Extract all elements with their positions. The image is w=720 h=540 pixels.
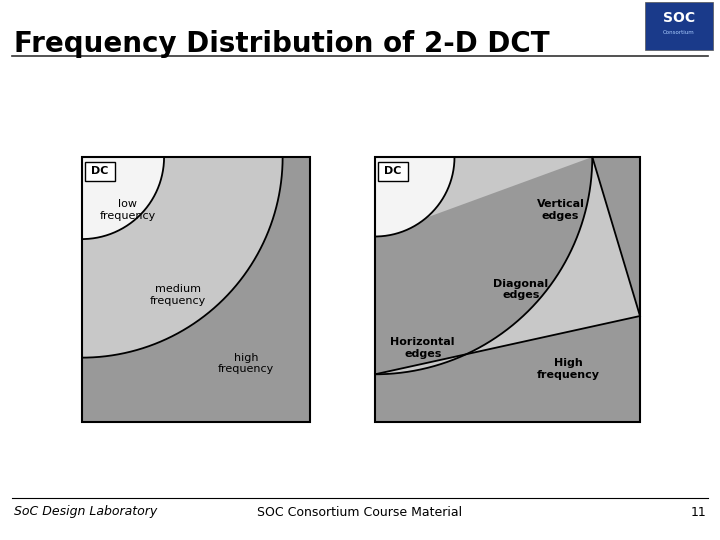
Text: Vertical
edges: Vertical edges	[536, 199, 585, 221]
Bar	[375, 157, 640, 422]
Bar	[378, 162, 408, 181]
Polygon shape	[82, 157, 164, 239]
Text: Diagonal
edges: Diagonal edges	[493, 279, 549, 300]
Text: SoC Design Laboratory: SoC Design Laboratory	[14, 505, 157, 518]
Text: High
frequency: High frequency	[537, 358, 600, 380]
Polygon shape	[375, 157, 454, 237]
Text: SOC: SOC	[663, 11, 695, 25]
Polygon shape	[375, 157, 640, 374]
Text: high
frequency: high frequency	[218, 353, 274, 375]
Bar	[375, 157, 640, 422]
Text: Frequency Distribution of 2-D DCT: Frequency Distribution of 2-D DCT	[14, 30, 549, 58]
Text: Horizontal
edges: Horizontal edges	[390, 337, 455, 359]
Bar	[645, 2, 713, 50]
Text: Consortium: Consortium	[663, 30, 695, 35]
Text: DC: DC	[91, 166, 109, 177]
Bar	[82, 157, 310, 422]
Text: 11: 11	[690, 505, 706, 518]
Bar	[85, 162, 115, 181]
Text: SOC Consortium Course Material: SOC Consortium Course Material	[258, 505, 462, 518]
Text: DC: DC	[384, 166, 402, 177]
Bar	[82, 157, 310, 422]
Text: medium
frequency: medium frequency	[150, 284, 206, 306]
Text: low
frequency: low frequency	[99, 199, 156, 221]
Polygon shape	[82, 157, 283, 357]
